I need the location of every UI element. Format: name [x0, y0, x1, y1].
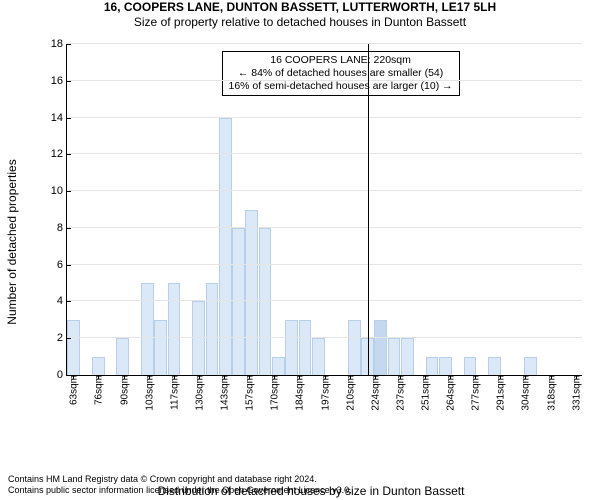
- y-tick: 16: [51, 75, 67, 87]
- bar: [488, 357, 501, 375]
- x-tick-label: 103sqm: [142, 375, 155, 411]
- footer-line-1: Contains HM Land Registry data © Crown c…: [8, 474, 352, 485]
- bar: [374, 320, 387, 375]
- y-tick: 14: [51, 112, 67, 124]
- bar: [116, 338, 129, 375]
- x-tick-label: 318sqm: [544, 375, 557, 411]
- bar: [299, 320, 312, 375]
- bar: [524, 357, 537, 375]
- footer-line-2: Contains public sector information licen…: [8, 485, 352, 496]
- gridline: [67, 153, 582, 154]
- gridline: [67, 300, 582, 301]
- y-tick: 2: [57, 332, 67, 344]
- gridline: [67, 43, 582, 44]
- bar: [439, 357, 452, 375]
- annotation-line-3: 16% of semi-detached houses are larger (…: [229, 80, 453, 93]
- y-tick: 0: [57, 369, 67, 381]
- gridline: [67, 190, 582, 191]
- x-tick-label: 251sqm: [418, 375, 431, 411]
- x-tick-label: 197sqm: [318, 375, 331, 411]
- x-tick-label: 76sqm: [92, 375, 105, 405]
- x-tick-label: 277sqm: [469, 375, 482, 411]
- bar: [206, 283, 219, 375]
- x-tick-label: 90sqm: [117, 375, 130, 405]
- bar: [154, 320, 167, 375]
- x-tick-label: 291sqm: [494, 375, 507, 411]
- gridline: [67, 337, 582, 338]
- bar: [141, 283, 154, 375]
- bar: [168, 283, 181, 375]
- x-tick-label: 224sqm: [368, 375, 381, 411]
- gridline: [67, 227, 582, 228]
- y-tick: 18: [51, 38, 67, 50]
- marker-line: [368, 44, 369, 375]
- bar: [401, 338, 414, 375]
- page-subtitle: Size of property relative to detached ho…: [0, 15, 600, 29]
- x-tick-label: 117sqm: [167, 375, 180, 410]
- x-tick-label: 170sqm: [268, 375, 281, 411]
- x-tick-label: 331sqm: [569, 375, 582, 411]
- page-title: 16, COOPERS LANE, DUNTON BASSETT, LUTTER…: [0, 0, 600, 14]
- bar: [388, 338, 401, 375]
- bar: [272, 357, 285, 375]
- gridline: [67, 117, 582, 118]
- bar: [312, 338, 325, 375]
- y-tick: 8: [57, 222, 67, 234]
- x-tick-label: 130sqm: [192, 375, 205, 411]
- plot-area: 16 COOPERS LANE: 220sqm ← 84% of detache…: [66, 44, 582, 376]
- gridline: [67, 264, 582, 265]
- x-tick-label: 63sqm: [67, 375, 80, 405]
- annotation-box: 16 COOPERS LANE: 220sqm ← 84% of detache…: [222, 51, 460, 96]
- x-tick-label: 237sqm: [393, 375, 406, 411]
- gridline: [67, 80, 582, 81]
- annotation-line-1: 16 COOPERS LANE: 220sqm: [229, 54, 453, 67]
- annotation-line-2: ← 84% of detached houses are smaller (54…: [229, 67, 453, 80]
- bar: [245, 210, 258, 376]
- bar: [464, 357, 477, 375]
- x-tick-label: 210sqm: [343, 375, 356, 411]
- bar: [426, 357, 439, 375]
- bar: [285, 320, 298, 375]
- bar: [92, 357, 105, 375]
- x-tick-label: 143sqm: [218, 375, 231, 411]
- chart-area: Number of detached properties 16 COOPERS…: [40, 44, 582, 440]
- x-tick-label: 304sqm: [519, 375, 532, 411]
- y-axis-label: Number of detached properties: [5, 159, 19, 324]
- bar: [348, 320, 361, 375]
- y-tick: 12: [51, 148, 67, 160]
- y-tick: 6: [57, 259, 67, 271]
- y-tick: 10: [51, 185, 67, 197]
- x-tick-label: 157sqm: [243, 375, 256, 411]
- bar: [67, 320, 80, 375]
- x-tick-label: 264sqm: [444, 375, 457, 411]
- x-tick-label: 184sqm: [293, 375, 306, 411]
- y-tick: 4: [57, 295, 67, 307]
- footer: Contains HM Land Registry data © Crown c…: [8, 474, 352, 497]
